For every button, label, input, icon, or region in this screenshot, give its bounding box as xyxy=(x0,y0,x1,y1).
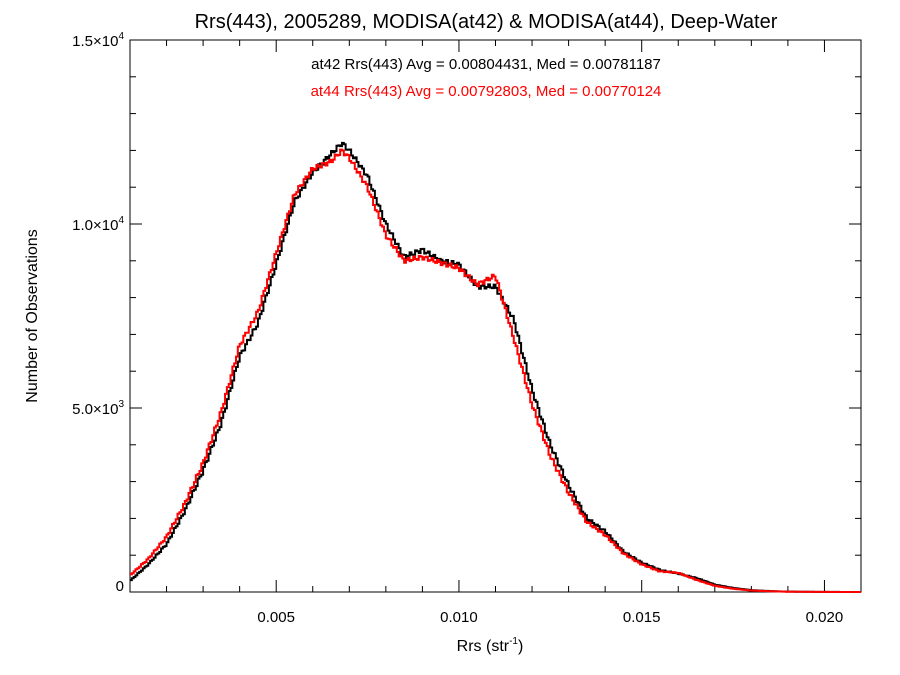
chart-title: Rrs(443), 2005289, MODISA(at42) & MODISA… xyxy=(195,11,778,33)
y-tick-label: 1.0×104 xyxy=(72,215,124,234)
x-tick-label: 0.020 xyxy=(806,609,844,626)
annotation-at44: at44 Rrs(443) Avg = 0.00792803, Med = 0.… xyxy=(311,83,662,100)
y-tick-label: 0 xyxy=(116,578,124,595)
x-tick-label: 0.010 xyxy=(440,609,478,626)
x-tick-label: 0.005 xyxy=(257,609,295,626)
series-group xyxy=(130,141,861,593)
axis-tick-labels: 0.005 0.010 0.015 0.020 0 5.0×103 1.0×104 1.5×1… xyxy=(72,31,843,626)
x-axis-label: Rrs (str-1) xyxy=(457,636,524,655)
x-tick-label: 0.015 xyxy=(623,609,661,626)
axis-ticks xyxy=(129,39,862,593)
y-axis-label: Number of Observations xyxy=(24,229,41,402)
y-tick-label: 1.5×104 xyxy=(72,31,124,50)
y-tick-label: 5.0×103 xyxy=(72,399,124,418)
plot-area-frame xyxy=(129,39,862,593)
series-line-at44 xyxy=(130,148,861,593)
annotation-at42: at42 Rrs(443) Avg = 0.00804431, Med = 0.… xyxy=(311,56,661,73)
series-line-at42 xyxy=(130,141,861,593)
